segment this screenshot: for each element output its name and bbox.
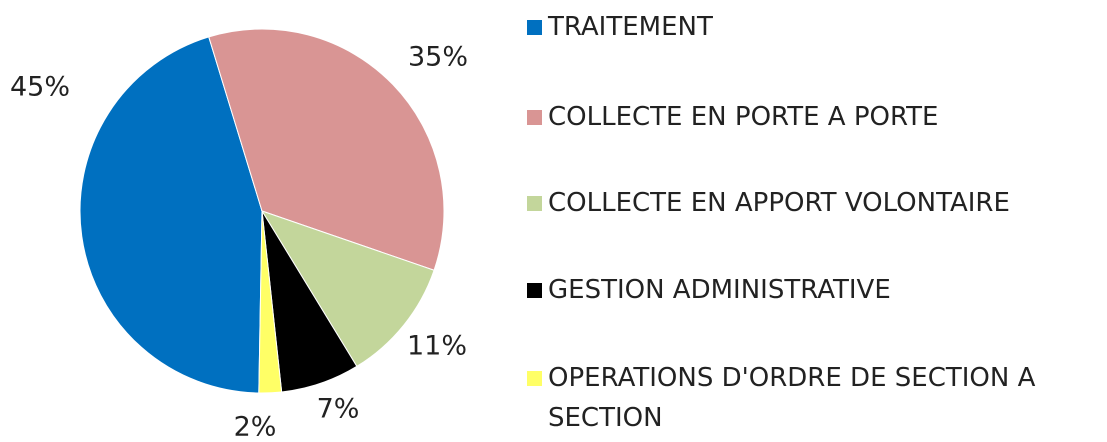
legend-label: COLLECTE EN PORTE A PORTE — [548, 102, 939, 132]
legend-item: TRAITEMENT — [527, 7, 1105, 47]
legend-label: COLLECTE EN APPORT VOLONTAIRE — [548, 188, 1010, 218]
legend-item: GESTION ADMINISTRATIVE — [527, 270, 1105, 310]
legend-swatch — [527, 371, 542, 386]
pie-slice — [260, 210, 435, 368]
legend-swatch — [527, 283, 542, 298]
data-label: 35% — [408, 42, 468, 73]
legend-item: COLLECTE EN APPORT VOLONTAIRE — [527, 183, 1105, 223]
data-label: 11% — [407, 331, 467, 362]
pie-slice — [208, 28, 445, 271]
legend-label: GESTION ADMINISTRATIVE — [548, 275, 891, 305]
pie-slice — [258, 210, 283, 394]
data-label: 2% — [234, 412, 277, 442]
data-label: 7% — [317, 394, 360, 425]
legend-label: TRAITEMENT — [548, 12, 713, 42]
legend-swatch — [527, 196, 542, 211]
legend-swatch — [527, 20, 542, 35]
legend-swatch — [527, 110, 542, 125]
pie-slice — [79, 36, 263, 394]
data-label: 45% — [10, 72, 70, 103]
chart: 45% 35% 11% 7% 2% — [10, 28, 468, 442]
legend-item: OPERATIONS D'ORDRE DE SECTION A SECTION — [527, 358, 1105, 438]
legend-label: OPERATIONS D'ORDRE DE SECTION A SECTION — [548, 363, 1036, 433]
legend-item: COLLECTE EN PORTE A PORTE — [527, 97, 1105, 137]
